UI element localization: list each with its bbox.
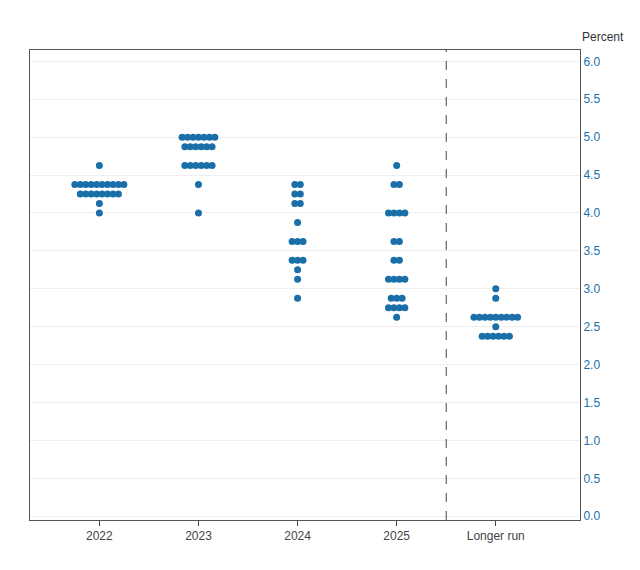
svg-text:0.0: 0.0	[583, 509, 600, 523]
svg-text:3.5: 3.5	[583, 244, 600, 258]
svg-text:2022: 2022	[86, 529, 113, 543]
svg-text:2023: 2023	[185, 529, 212, 543]
svg-text:Percent: Percent	[582, 30, 624, 44]
svg-text:4.5: 4.5	[583, 168, 600, 182]
svg-text:Longer run: Longer run	[467, 529, 525, 543]
svg-text:5.5: 5.5	[583, 92, 600, 106]
svg-text:0.5: 0.5	[583, 472, 600, 486]
svg-text:1.5: 1.5	[583, 396, 600, 410]
svg-text:2024: 2024	[284, 529, 311, 543]
svg-text:1.0: 1.0	[583, 434, 600, 448]
svg-text:2025: 2025	[383, 529, 410, 543]
svg-text:3.0: 3.0	[583, 282, 600, 296]
svg-text:2.0: 2.0	[583, 358, 600, 372]
svg-text:6.0: 6.0	[583, 55, 600, 69]
svg-text:2.5: 2.5	[583, 320, 600, 334]
svg-text:4.0: 4.0	[583, 206, 600, 220]
svg-text:5.0: 5.0	[583, 130, 600, 144]
